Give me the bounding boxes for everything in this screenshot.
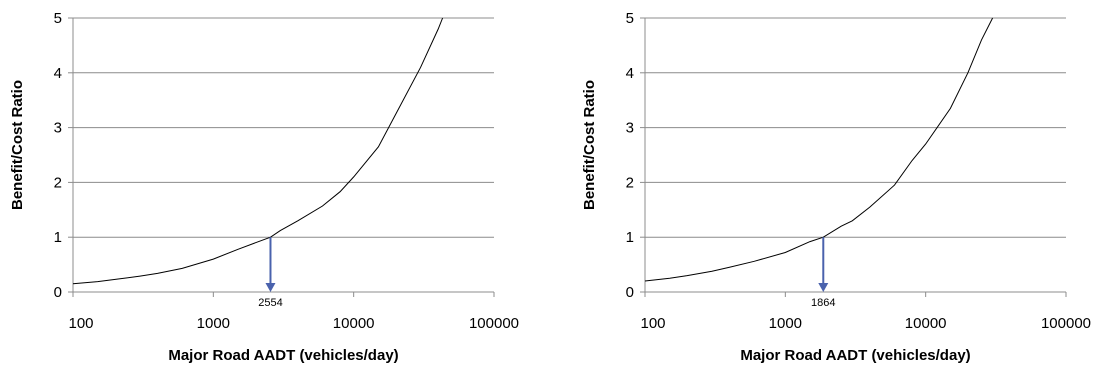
x-tick-label: 100 xyxy=(640,315,665,332)
y-tick-label: 5 xyxy=(626,10,634,27)
y-axis-title: Benefit/Cost Ratio xyxy=(9,80,26,210)
series-line xyxy=(72,17,444,285)
x-tick-label: 10000 xyxy=(905,315,947,332)
x-tick-label: 100000 xyxy=(469,315,519,332)
y-tick-label: 4 xyxy=(54,65,62,82)
x-tick-label: 1000 xyxy=(769,315,802,332)
y-tick-label: 3 xyxy=(54,120,62,137)
y-tick-label: 2 xyxy=(626,174,634,191)
x-tick-label: 100000 xyxy=(1041,315,1091,332)
breakeven-label: 2554 xyxy=(258,297,282,309)
y-tick-label: 0 xyxy=(54,284,62,301)
y-tick-label: 5 xyxy=(54,10,62,27)
chart-left: 0 1 2 3 4 5 100 1000 10000 100000 2554 Major Road A… xyxy=(9,10,519,364)
y-tick-label: 1 xyxy=(626,229,634,246)
x-tick-label: 10000 xyxy=(333,315,375,332)
series-line xyxy=(644,17,994,282)
breakeven-arrow-head xyxy=(265,283,276,292)
x-axis-title: Major Road AADT (vehicles/day) xyxy=(740,347,970,364)
x-tick-label: 1000 xyxy=(197,315,230,332)
x-axis-title: Major Road AADT (vehicles/day) xyxy=(168,347,398,364)
x-tick-label: 100 xyxy=(68,315,93,332)
y-tick-label: 1 xyxy=(54,229,62,246)
breakeven-label: 1864 xyxy=(811,297,835,309)
y-tick-label: 3 xyxy=(626,120,634,137)
chart-right: 0 1 2 3 4 5 100 1000 10000 100000 1864 Major Road A… xyxy=(581,10,1091,364)
y-tick-label: 4 xyxy=(626,65,634,82)
y-tick-label: 0 xyxy=(626,284,634,301)
y-tick-label: 2 xyxy=(54,174,62,191)
y-axis-title: Benefit/Cost Ratio xyxy=(581,80,598,210)
breakeven-arrow-head xyxy=(818,283,829,292)
